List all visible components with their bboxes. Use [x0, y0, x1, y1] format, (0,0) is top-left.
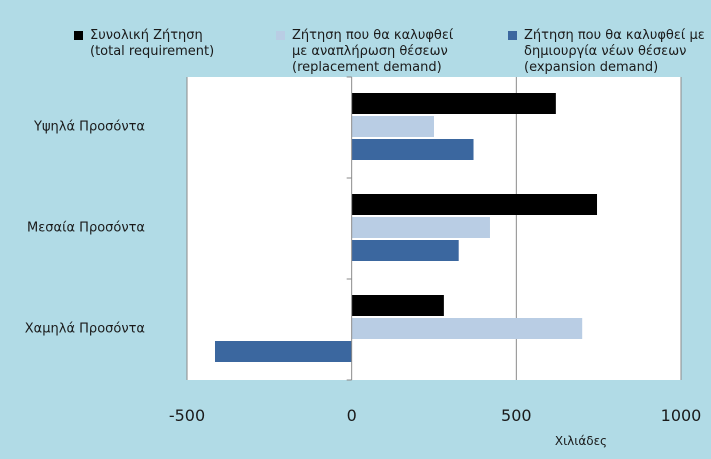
bar-2-series-2	[351, 217, 490, 238]
bar-3-series-3	[214, 341, 352, 362]
legend-swatch-2	[276, 31, 285, 40]
legend-swatch-3	[508, 31, 517, 40]
x-tick-label-1: 0	[347, 406, 357, 425]
legend-label-2-line-2: με αναπλήρωση θέσεων	[292, 44, 448, 59]
x-tick-label-2: 500	[501, 406, 532, 425]
legend-label-3-line-2: δημιουργία νέων θέσεων	[524, 44, 686, 59]
legend-label-3-line-3: (expansion demand)	[524, 60, 658, 75]
legend-label-2-line-3: (replacement demand)	[292, 60, 442, 75]
bar-3-series-1	[351, 295, 444, 316]
legend-label-2-line-1: Ζήτηση που θα καλυφθεί	[292, 28, 454, 43]
category-label-3: Χαμηλά Προσόντα	[25, 322, 145, 337]
category-label-2: Μεσαία Προσόντα	[27, 221, 145, 236]
legend: Συνολική Ζήτηση(total requirement) Ζήτηση…	[74, 28, 705, 75]
category-label-1: Υψηλά Προσόντα	[33, 120, 145, 135]
bar-3-series-2	[351, 318, 583, 339]
x-tick-label-3: 1000	[661, 406, 702, 425]
x-tick-label-0: -500	[169, 406, 205, 425]
bar-2-series-1	[351, 194, 598, 215]
legend-label-1-line-2: (total requirement)	[90, 44, 214, 59]
bar-1-series-2	[351, 116, 434, 137]
bars-layer	[214, 93, 598, 362]
bar-1-series-1	[351, 93, 556, 114]
axis-layer: Υψηλά Προσόντα Μεσαία Προσόντα Χαμηλά Προσ…	[25, 76, 702, 448]
legend-label-1-line-1: Συνολική Ζήτηση	[90, 28, 203, 43]
bar-1-series-3	[351, 139, 474, 160]
legend-swatch-1	[74, 31, 83, 40]
x-axis-title: Χιλιάδες	[555, 434, 607, 448]
bar-2-series-3	[351, 240, 459, 261]
legend-label-3-line-1: Ζήτηση που θα καλυφθεί με	[524, 28, 705, 43]
